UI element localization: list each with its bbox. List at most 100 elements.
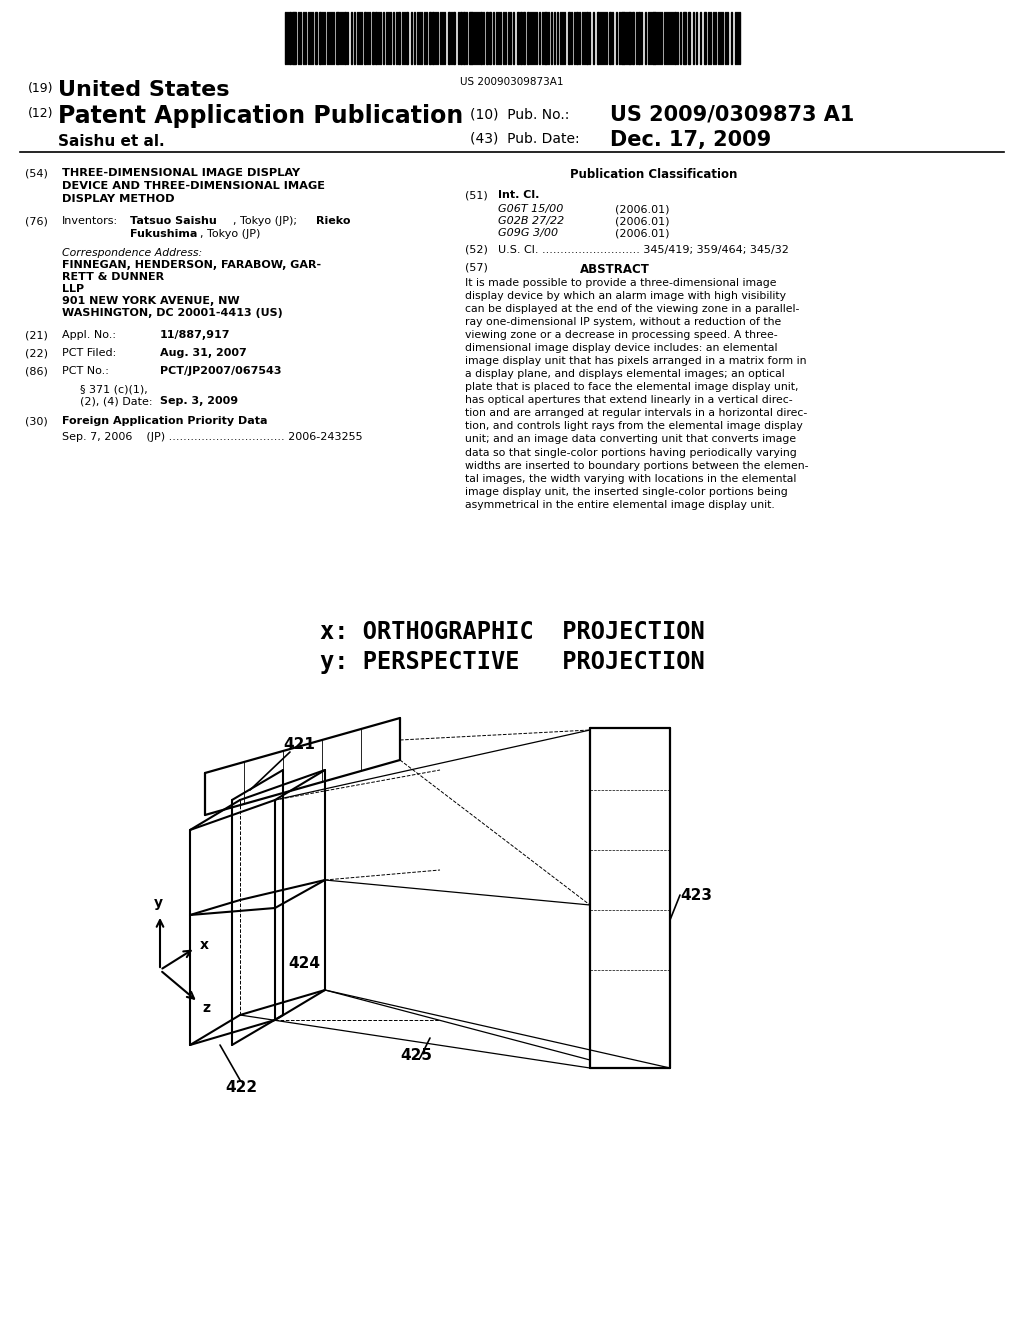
Text: , Tokyo (JP): , Tokyo (JP) (200, 228, 260, 239)
Text: § 371 (c)(1),: § 371 (c)(1), (80, 384, 147, 393)
Bar (364, 12, 366, 63)
Bar (652, 12, 656, 63)
Bar (632, 12, 634, 63)
Text: It is made possible to provide a three-dimensional image
display device by which: It is made possible to provide a three-d… (465, 279, 809, 510)
Bar (432, 12, 434, 63)
Bar (315, 12, 317, 63)
Text: G09G 3/00: G09G 3/00 (498, 228, 558, 238)
Text: Fukushima: Fukushima (130, 228, 198, 239)
Text: G06T 15/00: G06T 15/00 (498, 205, 563, 214)
Text: FINNEGAN, HENDERSON, FARABOW, GAR-: FINNEGAN, HENDERSON, FARABOW, GAR- (62, 260, 322, 271)
Text: 422: 422 (225, 1080, 257, 1096)
Bar (429, 12, 431, 63)
Text: Sep. 3, 2009: Sep. 3, 2009 (160, 396, 239, 407)
Text: (30): (30) (25, 416, 48, 426)
Text: 425: 425 (400, 1048, 432, 1063)
Bar (460, 12, 462, 63)
Bar (480, 12, 482, 63)
Text: , Tokyo (JP);: , Tokyo (JP); (233, 216, 297, 226)
Bar (289, 12, 291, 63)
Text: (2006.01): (2006.01) (615, 228, 670, 238)
Text: 423: 423 (680, 888, 712, 903)
Text: x: x (200, 939, 209, 952)
Bar (449, 12, 450, 63)
Bar (575, 12, 578, 63)
Text: (2006.01): (2006.01) (615, 205, 670, 214)
Text: U.S. Cl. ........................... 345/419; 359/464; 345/32: U.S. Cl. ........................... 345… (498, 246, 788, 255)
Text: G02B 27/22: G02B 27/22 (498, 216, 564, 226)
Text: (2006.01): (2006.01) (615, 216, 670, 226)
Text: 424: 424 (288, 956, 319, 972)
Text: RETT & DUNNER: RETT & DUNNER (62, 272, 164, 282)
Text: DEVICE AND THREE-DIMENSIONAL IMAGE: DEVICE AND THREE-DIMENSIONAL IMAGE (62, 181, 325, 191)
Bar (544, 12, 547, 63)
Bar (489, 12, 490, 63)
Text: (76): (76) (25, 216, 48, 226)
Text: ABSTRACT: ABSTRACT (580, 263, 650, 276)
Text: (57): (57) (465, 263, 487, 273)
Text: 11/887,917: 11/887,917 (160, 330, 230, 341)
Text: z: z (202, 1001, 210, 1015)
Bar (674, 12, 676, 63)
Bar (319, 12, 321, 63)
Bar (292, 12, 296, 63)
Text: 421: 421 (283, 737, 314, 752)
Text: Int. Cl.: Int. Cl. (498, 190, 540, 201)
Bar (372, 12, 374, 63)
Text: PCT No.:: PCT No.: (62, 366, 109, 376)
Bar (705, 12, 706, 63)
Bar (486, 12, 488, 63)
Text: (21): (21) (25, 330, 48, 341)
Text: THREE-DIMENSIONAL IMAGE DISPLAY: THREE-DIMENSIONAL IMAGE DISPLAY (62, 168, 300, 178)
Text: (86): (86) (25, 366, 48, 376)
Text: PCT/JP2007/067543: PCT/JP2007/067543 (160, 366, 282, 376)
Bar (523, 12, 525, 63)
Bar (609, 12, 611, 63)
Bar (453, 12, 455, 63)
Text: x: ORTHOGRAPHIC  PROJECTION: x: ORTHOGRAPHIC PROJECTION (319, 620, 705, 644)
Bar (638, 12, 640, 63)
Text: (19): (19) (28, 82, 53, 95)
Bar (517, 12, 519, 63)
Text: (54): (54) (25, 168, 48, 178)
Text: Foreign Application Priority Data: Foreign Application Priority Data (62, 416, 267, 426)
Text: Correspondence Address:: Correspondence Address: (62, 248, 202, 257)
Text: Saishu et al.: Saishu et al. (58, 135, 165, 149)
Text: y: PERSPECTIVE   PROJECTION: y: PERSPECTIVE PROJECTION (319, 649, 705, 675)
Bar (336, 12, 339, 63)
Text: (10)  Pub. No.:: (10) Pub. No.: (470, 107, 569, 121)
Text: LLP: LLP (62, 284, 84, 294)
Bar (375, 12, 377, 63)
Text: y: y (154, 896, 163, 909)
Text: Inventors:: Inventors: (62, 216, 118, 226)
Text: US 2009/0309873 A1: US 2009/0309873 A1 (610, 104, 854, 124)
Text: Aug. 31, 2007: Aug. 31, 2007 (160, 348, 247, 358)
Bar (469, 12, 473, 63)
Text: 901 NEW YORK AVENUE, NW: 901 NEW YORK AVENUE, NW (62, 296, 240, 306)
Text: (51): (51) (465, 190, 487, 201)
Text: US 20090309873A1: US 20090309873A1 (460, 77, 564, 87)
Bar (683, 12, 686, 63)
Bar (520, 12, 522, 63)
Text: (52): (52) (465, 246, 487, 255)
Bar (688, 12, 690, 63)
Text: (12): (12) (28, 107, 53, 120)
Text: (43)  Pub. Date:: (43) Pub. Date: (470, 132, 580, 147)
Text: Tatsuo Saishu: Tatsuo Saishu (130, 216, 217, 226)
Bar (621, 12, 625, 63)
Text: Appl. No.:: Appl. No.: (62, 330, 116, 341)
Bar (586, 12, 588, 63)
Bar (628, 12, 631, 63)
Text: Publication Classification: Publication Classification (570, 168, 737, 181)
Text: Sep. 7, 2006    (JP) ................................ 2006-243255: Sep. 7, 2006 (JP) ......................… (62, 432, 362, 442)
Bar (568, 12, 570, 63)
Bar (344, 12, 346, 63)
Text: United States: United States (58, 81, 229, 100)
Bar (406, 12, 408, 63)
Text: (2), (4) Date:: (2), (4) Date: (80, 396, 153, 407)
Text: DISPLAY METHOD: DISPLAY METHOD (62, 194, 175, 205)
Text: Patent Application Publication: Patent Application Publication (58, 104, 463, 128)
Bar (597, 12, 599, 63)
Text: Rieko: Rieko (316, 216, 350, 226)
Bar (527, 12, 529, 63)
